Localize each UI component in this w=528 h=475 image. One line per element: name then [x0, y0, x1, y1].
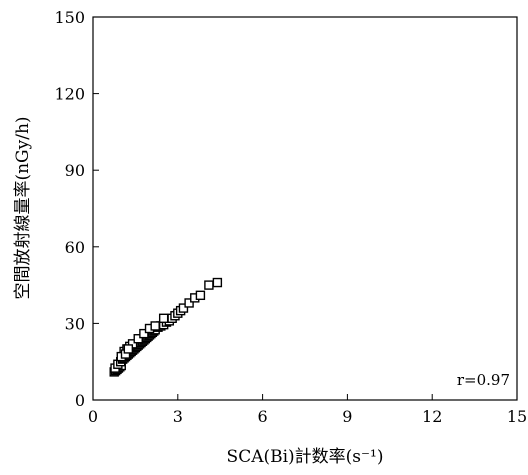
x-tick-label: 12 [422, 407, 442, 426]
y-tick-label: 0 [75, 391, 85, 410]
correlation-annotation: r=0.97 [457, 371, 510, 389]
x-axis-label: SCA(Bi)計数率(s⁻¹) [227, 447, 384, 467]
data-point [212, 277, 223, 288]
y-axis-label: 空間放射線量率(nGy/h) [13, 116, 33, 299]
y-tick-label: 150 [54, 8, 85, 27]
y-tick-label: 60 [65, 238, 85, 257]
data-points [109, 277, 223, 377]
data-point [204, 280, 214, 290]
data-point [178, 303, 189, 313]
data-point [150, 321, 160, 331]
y-tick-label: 30 [65, 314, 85, 333]
data-point [158, 313, 169, 323]
x-tick-label: 15 [507, 407, 527, 426]
plot-frame [92, 16, 518, 401]
data-point [133, 334, 143, 344]
y-tick-label: 90 [65, 161, 85, 180]
data-point [195, 290, 206, 301]
x-tick-label: 6 [258, 407, 268, 426]
x-tick-label: 9 [342, 407, 352, 426]
x-tick-label: 3 [173, 407, 183, 426]
x-tick-label: 0 [88, 407, 98, 426]
data-point [139, 328, 149, 339]
y-tick-label: 120 [54, 85, 85, 104]
data-point [184, 298, 194, 308]
data-point [123, 344, 134, 354]
